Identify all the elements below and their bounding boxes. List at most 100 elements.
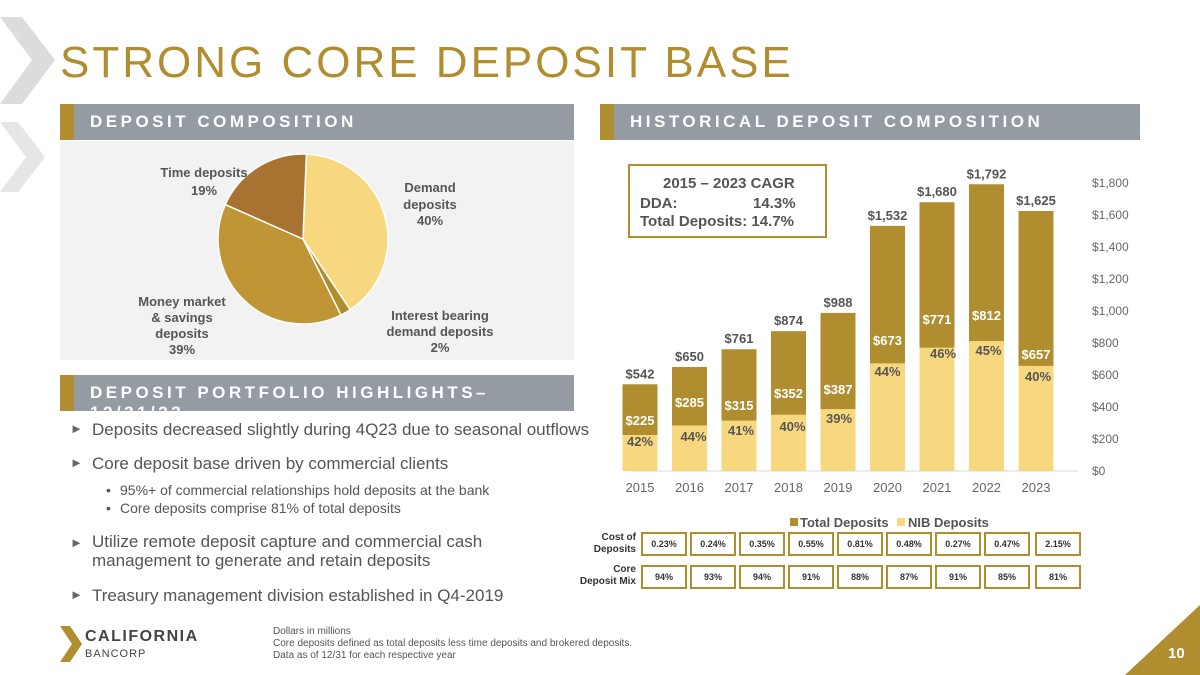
bar-nib-deposits <box>870 363 905 471</box>
nib-share-label: 45% <box>975 343 1001 358</box>
cost-of-deposits-box: 0.27% <box>935 532 981 556</box>
nib-share-label: 40% <box>1025 369 1051 384</box>
total-deposits-label: $1,680 <box>917 184 957 199</box>
y-tick-label: $1,400 <box>1092 240 1129 254</box>
bullet-item: ► Treasury management division establishe… <box>70 586 504 605</box>
cost-of-deposits-box: 0.81% <box>837 532 883 556</box>
cost-of-deposits-box: 0.35% <box>739 532 785 556</box>
pie-label-ib-2: demand deposits <box>387 324 494 339</box>
total-deposits-label: $1,532 <box>868 208 908 223</box>
bar-nib-deposits <box>672 425 707 471</box>
total-deposits-label: $1,625 <box>1016 193 1056 208</box>
core-deposit-mix-box: 94% <box>641 565 687 589</box>
cost-of-deposits-label: Cost of Deposits <box>593 532 636 555</box>
nib-share-label: 42% <box>627 434 653 449</box>
company-logo: CALIFORNIA BANCORP <box>85 628 199 660</box>
core-deposit-mix-box: 91% <box>935 565 981 589</box>
page-number-corner <box>1125 605 1200 675</box>
deposit-composition-pie: Time deposits 19% Demand deposits 40% Mo… <box>138 153 494 357</box>
pie-label-demand-2: deposits <box>403 197 456 212</box>
section-header-historical: HISTORICAL DEPOSIT COMPOSITION <box>600 104 1140 140</box>
x-tick-label: 2019 <box>824 480 853 495</box>
pie-label-demand-1: Demand <box>404 180 455 195</box>
total-deposits-label: $874 <box>774 313 804 328</box>
y-tick-label: $1,000 <box>1092 304 1129 318</box>
x-tick-label: 2020 <box>873 480 902 495</box>
nib-deposits-label: $812 <box>972 308 1001 323</box>
core-deposit-mix-box: 87% <box>886 565 932 589</box>
legend-label-total: Total Deposits <box>800 515 889 530</box>
pie-label-mm-pct: 39% <box>169 342 195 357</box>
nib-deposits-label: $315 <box>725 398 754 413</box>
total-deposits-label: $988 <box>824 295 853 310</box>
page-number: 10 <box>1168 645 1185 662</box>
bar-nib-deposits <box>969 341 1004 471</box>
section-header-highlights: DEPOSIT PORTFOLIO HIGHLIGHTS–12/31/23 <box>60 375 574 422</box>
pie-label-demand-pct: 40% <box>417 213 443 228</box>
legend-swatch-total <box>790 518 798 526</box>
core-deposit-mix-box: 93% <box>690 565 736 589</box>
section-title: DEPOSIT PORTFOLIO HIGHLIGHTS–12/31/23 <box>90 383 490 422</box>
nib-deposits-label: $673 <box>873 333 902 348</box>
pie-label-time: Time deposits <box>160 165 247 180</box>
bar-nib-deposits <box>721 420 757 471</box>
pie-slice-money-market-savings-deposits <box>217 203 342 325</box>
highlights-list: ► Deposits decreased slightly during 4Q23… <box>70 420 590 618</box>
nib-share-label: 46% <box>930 346 956 361</box>
x-tick-label: 2022 <box>972 480 1001 495</box>
nib-deposits-label: $225 <box>626 413 655 428</box>
y-tick-label: $1,800 <box>1092 176 1129 190</box>
total-deposits-label: $542 <box>626 366 655 381</box>
pie-label-ib-1: Interest bearing <box>391 308 489 323</box>
nib-share-label: 41% <box>728 423 754 438</box>
pie-slice-time-deposits <box>224 153 308 241</box>
x-tick-label: 2023 <box>1022 480 1051 495</box>
section-header-composition: DEPOSIT COMPOSITION <box>60 104 574 140</box>
legend-swatch-nib <box>897 518 905 526</box>
cagr-total: Total Deposits: 14.7% <box>640 213 794 230</box>
nib-deposits-label: $285 <box>675 395 704 410</box>
nib-deposits-label: $771 <box>923 312 952 327</box>
legend-label-nib: NIB Deposits <box>908 515 989 530</box>
y-tick-label: $1,600 <box>1092 208 1129 222</box>
sub-bullet-item: • 95%+ of commercial relationships hold d… <box>106 482 490 498</box>
pie-label-mm-1: Money market <box>138 294 226 309</box>
bullet-item: ► Utilize remote deposit capture and comm… <box>70 532 483 570</box>
pie-label-time-pct: 19% <box>191 183 217 198</box>
nib-share-label: 40% <box>779 419 805 434</box>
bar-nib-deposits <box>919 347 955 471</box>
nib-deposits-label: $387 <box>824 382 853 397</box>
bullet-item: ► Core deposit base driven by commercial … <box>70 454 449 473</box>
nib-share-label: 39% <box>826 411 852 426</box>
y-tick-label: $400 <box>1092 400 1119 414</box>
bar-nib-deposits <box>622 435 658 471</box>
cost-of-deposits-box: 0.48% <box>886 532 932 556</box>
total-deposits-label: $761 <box>725 331 754 346</box>
x-tick-label: 2016 <box>675 480 704 495</box>
cost-of-deposits-box: 0.24% <box>690 532 736 556</box>
x-tick-label: 2018 <box>774 480 803 495</box>
nib-deposits-label: $352 <box>774 386 803 401</box>
core-deposit-mix-box: 81% <box>1035 565 1081 589</box>
footnotes: Dollars in millions Core deposits define… <box>273 626 633 661</box>
x-tick-label: 2021 <box>923 480 952 495</box>
historical-deposit-chart: $542 $225 42% $650 $285 44% $761 $315 41% $874 $35… <box>622 166 1129 530</box>
nib-deposits-label: $657 <box>1022 347 1051 362</box>
section-title: HISTORICAL DEPOSIT COMPOSITION <box>630 112 1044 131</box>
core-deposit-mix-box: 88% <box>837 565 883 589</box>
pie-label-mm-2: & savings <box>151 310 212 325</box>
y-tick-label: $600 <box>1092 368 1119 382</box>
y-tick-label: $800 <box>1092 336 1119 350</box>
y-tick-label: $1,200 <box>1092 272 1129 286</box>
x-tick-label: 2015 <box>626 480 655 495</box>
x-tick-label: 2017 <box>725 480 754 495</box>
core-deposit-mix-box: 91% <box>788 565 834 589</box>
cagr-title: 2015 – 2023 CAGR <box>663 175 795 192</box>
y-tick-label: $0 <box>1092 464 1106 478</box>
page-title: STRONG CORE DEPOSIT BASE <box>60 38 794 87</box>
cost-of-deposits-box: 2.15% <box>1035 532 1081 556</box>
logo-icon <box>60 626 82 662</box>
bar-nib-deposits <box>1018 365 1054 471</box>
core-deposit-mix-box: 94% <box>739 565 785 589</box>
nib-share-label: 44% <box>874 364 900 379</box>
